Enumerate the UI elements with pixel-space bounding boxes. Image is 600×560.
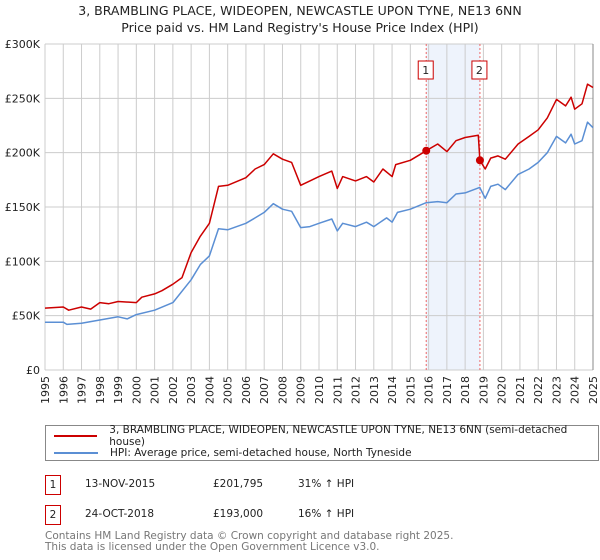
x-tick-label: 2004 <box>203 376 216 404</box>
x-tick-label: 1998 <box>94 376 107 404</box>
sale-label-box <box>417 60 434 80</box>
x-tick-label: 2020 <box>496 376 509 404</box>
transaction-date: 13-NOV-2015 <box>85 478 156 490</box>
x-tick-label: 2015 <box>404 376 417 404</box>
x-tick-label: 1999 <box>112 376 125 404</box>
transaction-hpi: 31% ↑ HPI <box>298 478 355 490</box>
chart-subtitle: Price paid vs. HM Land Registry's House … <box>121 20 479 35</box>
x-tick-label: 2010 <box>313 376 326 404</box>
transaction-number: 1 <box>45 475 61 495</box>
x-tick-label: 2025 <box>587 376 600 404</box>
y-tick-label: £150K <box>5 201 41 214</box>
x-tick-label: 2019 <box>477 376 490 404</box>
sale-label: 2 <box>476 64 483 77</box>
legend-swatch-property <box>54 435 98 437</box>
x-tick-label: 2013 <box>368 376 381 404</box>
transaction-date: 24-OCT-2018 <box>85 508 154 520</box>
y-tick-label: £100K <box>5 255 41 268</box>
x-tick-label: 2023 <box>550 376 563 404</box>
x-tick-label: 2024 <box>569 376 582 404</box>
x-tick-label: 2021 <box>514 376 527 404</box>
sale-label-box <box>471 60 488 80</box>
x-tick-label: 2009 <box>295 376 308 404</box>
transaction-number: 2 <box>45 505 61 525</box>
x-tick-label: 2003 <box>185 376 198 404</box>
chart-title: 3, BRAMBLING PLACE, WIDEOPEN, NEWCASTLE … <box>78 3 522 18</box>
y-tick-label: £300K <box>5 38 41 51</box>
x-tick-label: 2007 <box>258 376 271 404</box>
legend-label-hpi: HPI: Average price, semi-detached house,… <box>110 447 412 459</box>
sale-point <box>475 156 484 165</box>
transaction-price: £201,795 <box>213 478 264 490</box>
x-tick-label: 2005 <box>222 376 235 404</box>
x-tick-label: 2022 <box>532 376 545 404</box>
x-tick-label: 2008 <box>276 376 289 404</box>
y-tick-label: £0 <box>26 364 40 377</box>
x-tick-label: 2001 <box>149 376 162 404</box>
x-tick-label: 2002 <box>167 376 180 404</box>
x-tick-label: 2018 <box>459 376 472 404</box>
x-tick-label: 2012 <box>350 376 363 404</box>
transaction-price: £193,000 <box>213 508 264 520</box>
y-tick-label: £250K <box>5 92 41 105</box>
x-tick-label: 1996 <box>57 376 70 404</box>
x-tick-label: 1995 <box>39 376 52 404</box>
x-tick-label: 2016 <box>423 376 436 404</box>
x-tick-label: 2014 <box>386 376 399 404</box>
legend-swatch-hpi <box>54 452 98 454</box>
footer-copyright: Contains HM Land Registry data © Crown c… <box>45 530 454 542</box>
x-tick-label: 2000 <box>130 376 143 404</box>
sale-point <box>422 146 431 155</box>
legend-item-property: 3, BRAMBLING PLACE, WIDEOPEN, NEWCASTLE … <box>54 424 598 448</box>
x-tick-label: 2011 <box>331 376 344 404</box>
legend-label-property: 3, BRAMBLING PLACE, WIDEOPEN, NEWCASTLE … <box>109 424 568 448</box>
transaction-hpi: 16% ↑ HPI <box>298 508 355 520</box>
hpi-line <box>45 121 594 326</box>
property-price-line <box>44 83 594 311</box>
legend-item-hpi: HPI: Average price, semi-detached house,… <box>54 445 412 461</box>
y-tick-label: £50K <box>12 310 41 323</box>
x-tick-label: 2006 <box>240 376 253 404</box>
legend: 3, BRAMBLING PLACE, WIDEOPEN, NEWCASTLE … <box>45 424 599 461</box>
x-tick-label: 2017 <box>441 376 454 404</box>
price-chart: 1995 1996 1997 1998 1999 2000 2001 2002 2003 2004… <box>5 38 600 404</box>
footer-licence: This data is licensed under the Open Gov… <box>45 541 380 553</box>
y-tick-label: £200K <box>5 147 41 160</box>
x-tick-label: 1997 <box>76 376 89 404</box>
sale-label: 1 <box>422 64 429 77</box>
